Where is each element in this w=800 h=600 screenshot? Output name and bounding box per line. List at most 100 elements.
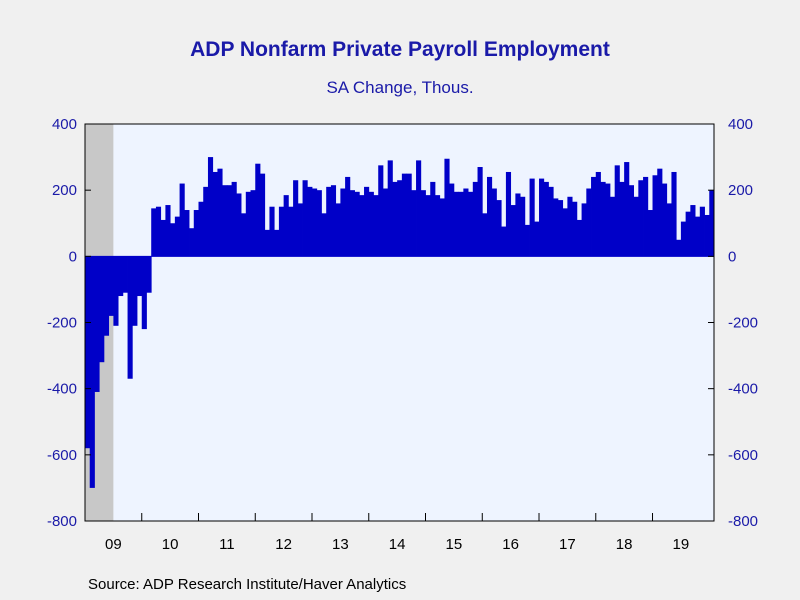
bar xyxy=(643,176,649,257)
bar xyxy=(335,203,341,257)
bar xyxy=(373,195,379,257)
bar xyxy=(486,176,493,257)
bar xyxy=(505,171,512,257)
bar xyxy=(89,256,95,488)
bar xyxy=(576,219,582,257)
y-tick-label-left: -200 xyxy=(47,315,77,332)
bar xyxy=(340,188,346,257)
bar xyxy=(302,180,308,257)
bar xyxy=(274,229,280,257)
bar xyxy=(184,210,190,257)
bar xyxy=(520,196,526,257)
bar xyxy=(349,190,355,257)
bar xyxy=(278,206,285,257)
bar xyxy=(430,181,436,257)
bar xyxy=(259,173,266,257)
bar xyxy=(179,183,185,257)
bar xyxy=(628,185,634,257)
bar xyxy=(387,160,393,257)
x-tick-label: 16 xyxy=(502,536,519,553)
bar xyxy=(406,173,412,257)
bar xyxy=(472,181,478,257)
bar xyxy=(307,186,313,257)
bar xyxy=(345,176,351,257)
bar xyxy=(477,167,483,257)
bar xyxy=(94,256,100,392)
bar xyxy=(695,216,701,257)
bar xyxy=(468,191,474,257)
bar xyxy=(132,256,138,326)
bar xyxy=(170,223,176,257)
bar xyxy=(297,203,303,257)
bar xyxy=(482,213,488,257)
bar xyxy=(392,181,398,257)
bar xyxy=(685,211,691,257)
bar xyxy=(269,206,275,257)
bar xyxy=(141,256,147,330)
bar xyxy=(699,206,705,257)
bar xyxy=(326,186,332,257)
bar xyxy=(99,256,105,363)
bar xyxy=(231,181,237,257)
bar xyxy=(510,205,516,257)
x-tick-label: 17 xyxy=(559,536,576,553)
x-tick-label: 13 xyxy=(332,536,349,553)
bar xyxy=(189,228,195,257)
bar xyxy=(330,185,337,257)
x-tick-label: 11 xyxy=(219,536,235,553)
bar xyxy=(236,193,242,257)
bar xyxy=(515,193,521,257)
bar xyxy=(680,221,687,257)
bar xyxy=(709,190,715,257)
bar xyxy=(586,188,592,257)
y-tick-label-right: -400 xyxy=(728,381,758,398)
bar xyxy=(661,183,668,257)
bar xyxy=(416,160,422,257)
bar xyxy=(647,210,653,257)
bar xyxy=(368,191,374,257)
bar xyxy=(524,224,530,257)
bar xyxy=(444,158,450,257)
bar xyxy=(288,206,294,257)
bar xyxy=(293,180,299,257)
bar xyxy=(151,208,157,257)
bar xyxy=(411,190,417,257)
bar xyxy=(174,216,180,257)
y-tick-label-right: 200 xyxy=(728,182,753,199)
bar xyxy=(401,173,407,257)
x-tick-label: 18 xyxy=(616,536,633,553)
bar xyxy=(605,183,611,257)
bar xyxy=(264,229,270,257)
bar xyxy=(378,165,384,257)
bar xyxy=(657,168,663,257)
y-tick-label-left: -600 xyxy=(47,447,77,464)
bar xyxy=(113,256,119,326)
bar xyxy=(572,201,578,257)
bar xyxy=(226,185,233,257)
bar xyxy=(458,191,464,257)
bar xyxy=(397,180,403,257)
bar xyxy=(108,256,114,316)
bar xyxy=(591,176,597,257)
bar xyxy=(354,191,360,257)
bar xyxy=(609,196,616,257)
y-tick-label-left: -400 xyxy=(47,381,77,398)
bar xyxy=(666,203,672,257)
bar xyxy=(614,165,620,257)
bar xyxy=(85,256,91,449)
y-tick-label-right: -600 xyxy=(728,447,758,464)
bar xyxy=(359,195,365,257)
y-tick-label-left: -800 xyxy=(47,513,77,530)
bar xyxy=(198,201,204,257)
bar xyxy=(217,168,223,257)
bar xyxy=(203,186,209,257)
bar xyxy=(212,171,218,257)
chart-subtitle: SA Change, Thous. xyxy=(326,78,474,97)
bar xyxy=(638,180,644,257)
bar xyxy=(652,175,658,257)
bar xyxy=(122,256,128,293)
bar xyxy=(160,219,166,257)
bar xyxy=(382,188,389,257)
bar xyxy=(312,188,318,257)
